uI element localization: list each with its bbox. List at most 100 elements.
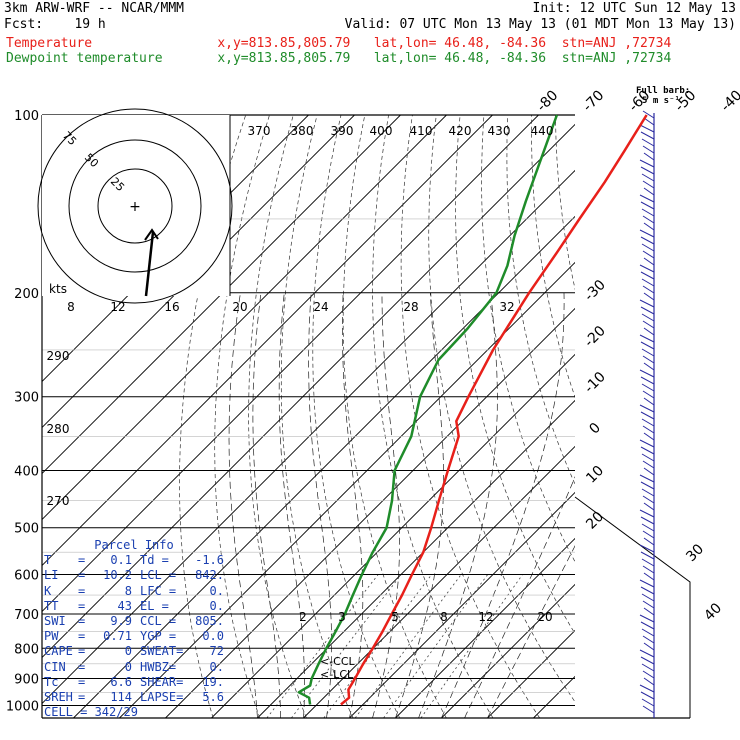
wind-barb bbox=[642, 600, 655, 609]
wind-barb bbox=[639, 194, 655, 203]
parcel-param-value: 0. bbox=[209, 659, 224, 674]
parcel-param-name: LAPSE= bbox=[140, 690, 184, 705]
wind-barb bbox=[643, 187, 655, 196]
parcel-info-title: Parcel Info bbox=[94, 538, 174, 552]
wind-barb bbox=[640, 586, 655, 595]
moist-adiabat bbox=[308, 292, 332, 718]
dry-adiabat bbox=[651, 115, 740, 718]
full-barb-label: Full barb: bbox=[636, 86, 691, 96]
wind-barb bbox=[641, 208, 655, 217]
parcel-row: K = 8 LFC = 0. bbox=[44, 584, 234, 599]
wind-barb bbox=[640, 411, 655, 420]
parcel-param-value: 43 bbox=[117, 598, 132, 613]
parcel-param-value: 0.0 bbox=[202, 629, 224, 644]
wind-barb bbox=[642, 320, 655, 329]
parcel-param-value: 8 bbox=[124, 583, 132, 598]
parcel-param-value: 805. bbox=[195, 614, 224, 629]
dry-adiabat bbox=[603, 115, 740, 718]
parcel-cell: CELL = 342/29 bbox=[44, 705, 138, 720]
parcel-param-value: 9.9 bbox=[110, 614, 132, 629]
parcel-param-value: 0 bbox=[124, 659, 132, 674]
theta-label: 380 bbox=[291, 124, 314, 138]
theta-label: 390 bbox=[331, 124, 354, 138]
wind-barb bbox=[641, 138, 655, 147]
theta-label: 410 bbox=[410, 124, 433, 138]
theta-side-label: 290 bbox=[47, 349, 70, 363]
wind-barb bbox=[639, 684, 655, 693]
wind-barb bbox=[641, 278, 655, 287]
parcel-param-name: SHEAR= bbox=[140, 674, 184, 689]
parcel-param-name: K bbox=[44, 583, 52, 598]
moist-adiabat bbox=[418, 292, 498, 718]
moist-adiabat bbox=[441, 292, 565, 718]
mixing-ratio-label: 2 bbox=[299, 610, 307, 624]
dewpoint-profile bbox=[297, 114, 559, 705]
parcel-param-value: 0. bbox=[209, 598, 224, 613]
wind-barb bbox=[640, 201, 655, 210]
wind-speed-label: 16 bbox=[164, 300, 179, 314]
parcel-row: Tc = 6.6 SHEAR= 19. bbox=[44, 675, 234, 690]
mixing-ratio-line bbox=[354, 574, 462, 718]
theta-label: 370 bbox=[248, 124, 271, 138]
parcel-row: SWI = 9.9 CCL = 805. bbox=[44, 614, 234, 629]
theta-label: 400 bbox=[370, 124, 393, 138]
wind-barb bbox=[639, 544, 655, 553]
top-temperature-label: -60 bbox=[626, 87, 653, 114]
wind-barbs bbox=[639, 110, 655, 718]
isotherm-line bbox=[441, 583, 575, 718]
parcel-equals: = bbox=[78, 644, 86, 659]
parcel-param-value: 6.6 bbox=[110, 674, 132, 689]
wind-barb bbox=[641, 243, 655, 252]
top-temperature-label: -40 bbox=[718, 87, 740, 114]
hodograph-ring bbox=[97, 168, 173, 244]
parcel-param-value: 0.71 bbox=[103, 629, 132, 644]
wind-barb bbox=[639, 649, 655, 658]
wind-barb bbox=[641, 523, 655, 532]
isotherm-line bbox=[349, 491, 575, 718]
parcel-row: T = 0.1 Td = -1.6 bbox=[44, 553, 234, 568]
wind-barb bbox=[641, 418, 655, 427]
wind-barb bbox=[642, 425, 655, 434]
wind-barb bbox=[641, 663, 655, 672]
wind-barb bbox=[640, 516, 655, 525]
wind-barb bbox=[642, 180, 655, 189]
isotherm-line bbox=[73, 215, 575, 718]
top-temperature-label: -80 bbox=[534, 87, 561, 114]
wind-barb bbox=[641, 558, 655, 567]
pressure-tick-label: 700 bbox=[14, 608, 39, 623]
wind-barb bbox=[642, 145, 655, 154]
pressure-tick-label: 200 bbox=[14, 287, 39, 302]
wind-speed-label: 32 bbox=[499, 300, 514, 314]
dry-adiabat bbox=[179, 115, 247, 718]
wind-barb bbox=[643, 292, 655, 301]
parcel-param-name: EL = bbox=[140, 598, 169, 613]
wind-barb bbox=[641, 593, 655, 602]
isotherm-line bbox=[165, 307, 575, 718]
parcel-equals: = bbox=[78, 614, 86, 629]
parcel-equals: = bbox=[78, 690, 86, 705]
parcel-param-name: CIN bbox=[44, 659, 66, 674]
wind-barb bbox=[643, 362, 655, 371]
mixing-ratio-line bbox=[420, 574, 523, 718]
pressure-tick-label: 400 bbox=[14, 465, 39, 480]
parcel-row: SREH = 114 LAPSE= 5.6 bbox=[44, 690, 234, 705]
diagram-edge bbox=[574, 496, 691, 718]
right-temperature-label: 40 bbox=[701, 600, 725, 624]
wind-barb bbox=[641, 348, 655, 357]
parcel-param-name: LFC = bbox=[140, 583, 177, 598]
dry-adiabat bbox=[342, 115, 447, 718]
parcel-param-value: 0 bbox=[124, 644, 132, 659]
dry-adiabat bbox=[698, 115, 740, 718]
wind-barb bbox=[640, 341, 655, 350]
storm-motion-vector bbox=[144, 231, 155, 297]
wind-barb bbox=[643, 642, 655, 651]
wind-barb bbox=[643, 607, 655, 616]
moist-adiabat bbox=[464, 476, 575, 718]
wind-barb bbox=[640, 551, 655, 560]
parcel-param-name: LCL = bbox=[140, 568, 177, 583]
isotherm-line bbox=[119, 261, 575, 718]
forecast-hour: Fcst: 19 h bbox=[4, 17, 106, 32]
wind-barb bbox=[643, 502, 655, 511]
parcel-equals: = bbox=[78, 629, 86, 644]
parcel-param-name: HWBZ= bbox=[140, 659, 177, 674]
